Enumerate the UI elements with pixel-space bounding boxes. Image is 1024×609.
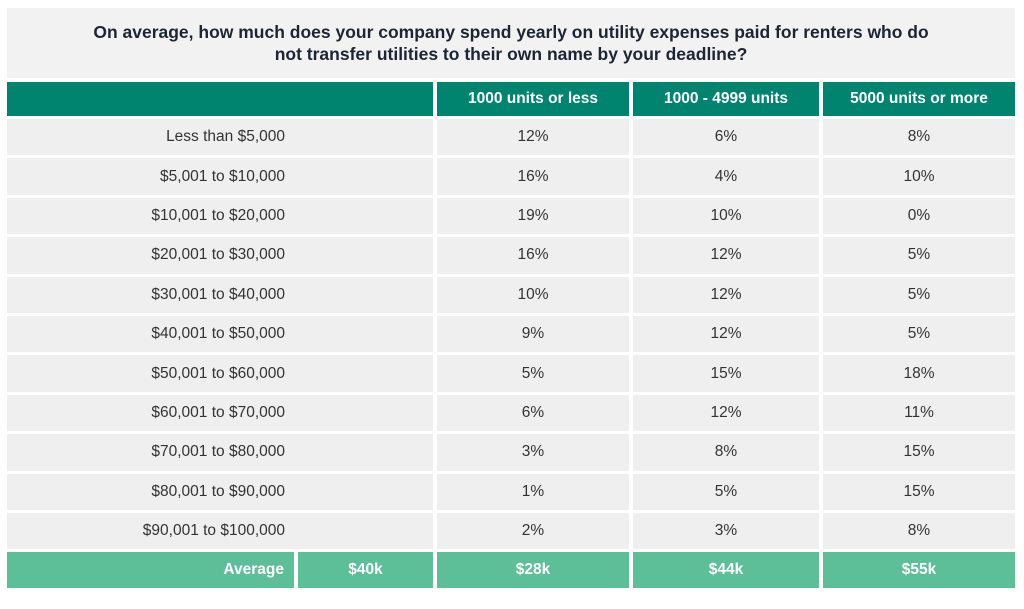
- table-cell: 19%: [437, 197, 629, 235]
- row-label: $90,001 to $100,000: [7, 513, 433, 550]
- table-cell: 16%: [437, 158, 629, 195]
- footer-cell: $28k: [437, 552, 629, 589]
- row-label: $60,001 to $70,000: [7, 394, 433, 432]
- row-label: $40,001 to $50,000: [7, 316, 433, 353]
- row-label: $70,001 to $80,000: [7, 434, 433, 471]
- column-header: 5000 units or more: [823, 82, 1015, 116]
- footer-cell: $55k: [823, 552, 1015, 589]
- table-cell: 10%: [633, 197, 819, 235]
- column-header: 1000 - 4999 units: [633, 82, 819, 116]
- table-cell: 10%: [437, 276, 629, 313]
- table-cell: 5%: [437, 355, 629, 392]
- table-cell: 15%: [823, 434, 1015, 471]
- row-label: Less than $5,000: [7, 119, 433, 156]
- table-cell: 0%: [823, 197, 1015, 235]
- table-cell: 6%: [437, 394, 629, 432]
- footer-cell: $44k: [633, 552, 819, 589]
- table-cell: 16%: [437, 237, 629, 274]
- row-label: $10,001 to $20,000: [7, 197, 433, 235]
- table-cell: 12%: [633, 276, 819, 313]
- table-cell: 12%: [633, 237, 819, 274]
- row-label: $30,001 to $40,000: [7, 276, 433, 313]
- table-cell: 12%: [437, 119, 629, 156]
- table-cell: 15%: [633, 355, 819, 392]
- table-cell: 8%: [633, 434, 819, 471]
- table-cell: 18%: [823, 355, 1015, 392]
- row-label: $5,001 to $10,000: [7, 158, 433, 195]
- title-box: On average, how much does your company s…: [7, 8, 1015, 78]
- table-cell: 5%: [823, 276, 1015, 313]
- table-cell: 12%: [633, 316, 819, 353]
- table-cell: 6%: [633, 119, 819, 156]
- table-cell: 8%: [823, 119, 1015, 156]
- column-header: 1000 units or less: [437, 82, 629, 116]
- row-label: $50,001 to $60,000: [7, 355, 433, 392]
- title: On average, how much does your company s…: [93, 22, 929, 64]
- table-cell: 3%: [437, 434, 629, 471]
- table-cell: 9%: [437, 316, 629, 353]
- table-cell: 5%: [823, 316, 1015, 353]
- table-cell: 11%: [823, 394, 1015, 432]
- row-label: $20,001 to $30,000: [7, 237, 433, 274]
- table-cell: 12%: [633, 394, 819, 432]
- row-label: $80,001 to $90,000: [7, 473, 433, 510]
- header-cell: [7, 82, 433, 116]
- table-cell: 3%: [633, 513, 819, 550]
- table-cell: 4%: [633, 158, 819, 195]
- table-cell: 2%: [437, 513, 629, 550]
- table-cell: 5%: [633, 473, 819, 510]
- table-cell: 1%: [437, 473, 629, 510]
- footer-label: Average: [7, 552, 294, 589]
- table-cell: 10%: [823, 158, 1015, 195]
- table-cell: 5%: [823, 237, 1015, 274]
- table-cell: 15%: [823, 473, 1015, 510]
- footer-cell: $40k: [298, 552, 433, 589]
- table-cell: 8%: [823, 513, 1015, 550]
